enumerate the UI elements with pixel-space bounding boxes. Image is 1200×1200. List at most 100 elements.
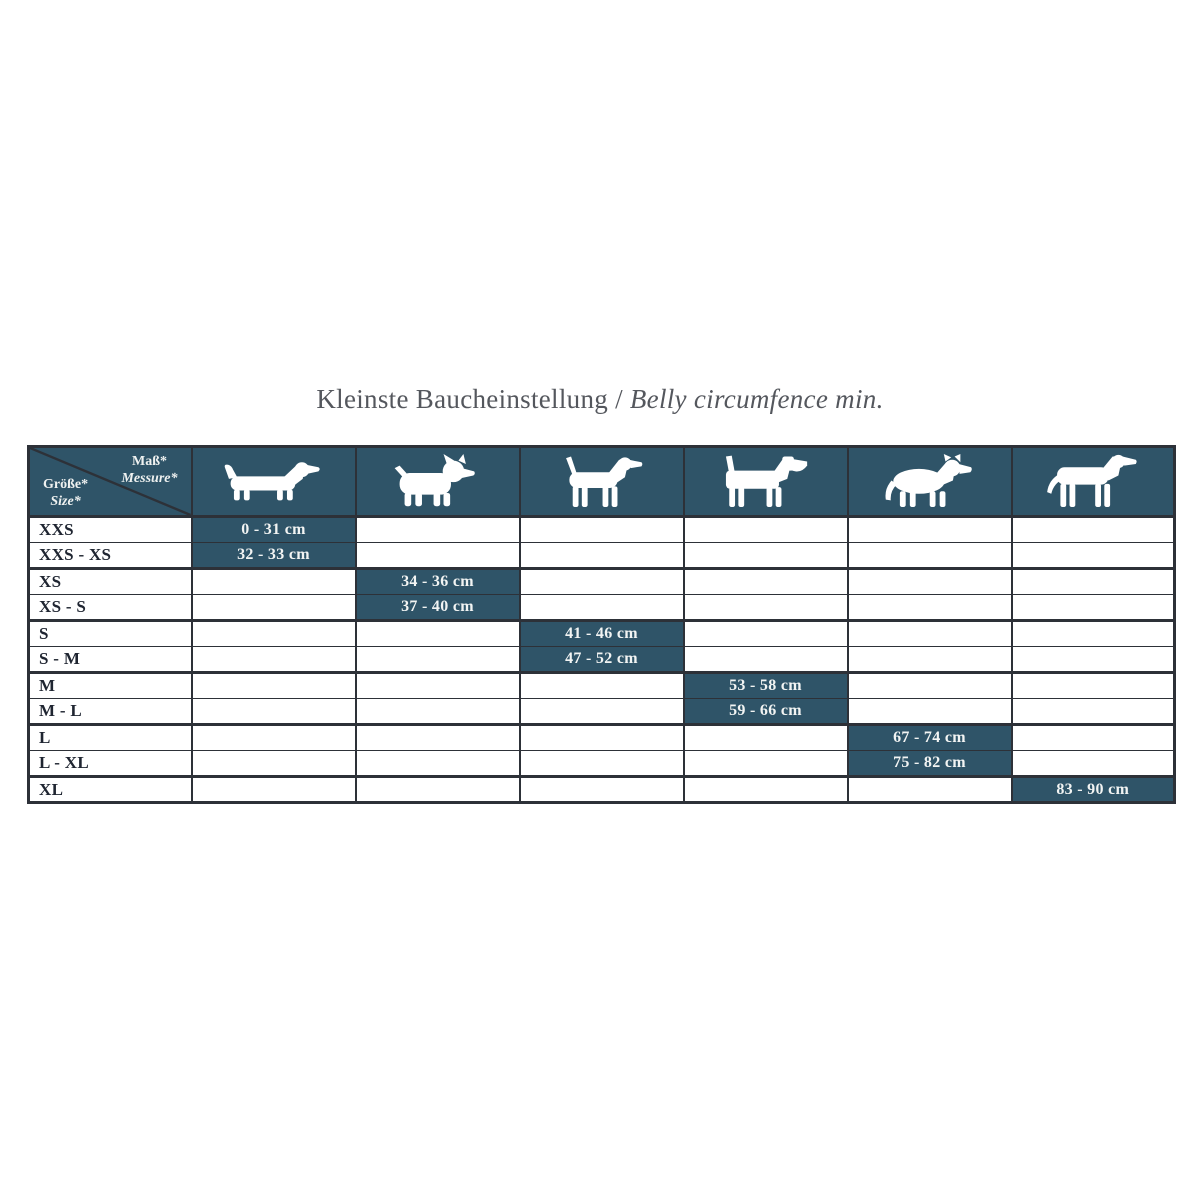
empty-cell bbox=[1010, 516, 1176, 543]
measure-cell: 32 - 33 cm bbox=[190, 542, 357, 570]
chart-title-english: Belly circumfence min. bbox=[629, 384, 884, 414]
empty-cell bbox=[518, 672, 685, 699]
size-label: S bbox=[27, 620, 193, 647]
empty-cell bbox=[518, 776, 685, 803]
empty-cell bbox=[518, 724, 685, 751]
empty-cell bbox=[1010, 672, 1176, 699]
measure-cell: 37 - 40 cm bbox=[354, 594, 521, 622]
column-header-dachshund bbox=[190, 446, 357, 518]
chart-title-separator: / bbox=[615, 384, 623, 414]
empty-cell bbox=[190, 698, 357, 726]
measure-cell: 59 - 66 cm bbox=[682, 698, 849, 726]
table-row-s-m: S - M 47 - 52 cm bbox=[27, 646, 1176, 674]
corner-diagonal-line bbox=[30, 448, 190, 514]
empty-cell bbox=[190, 568, 357, 595]
empty-cell bbox=[190, 672, 357, 699]
empty-cell bbox=[354, 776, 521, 803]
empty-cell bbox=[518, 516, 685, 543]
empty-cell bbox=[846, 698, 1013, 726]
size-label: XXS - XS bbox=[27, 542, 193, 570]
measure-cell: 34 - 36 cm bbox=[354, 568, 521, 595]
empty-cell bbox=[518, 698, 685, 726]
great-dane-icon bbox=[1047, 454, 1137, 507]
empty-cell bbox=[682, 542, 849, 570]
empty-cell bbox=[518, 568, 685, 595]
measure-cell: 53 - 58 cm bbox=[682, 672, 849, 699]
size-header-label: Größe* Size* bbox=[43, 477, 89, 509]
size-label: XS - S bbox=[27, 594, 193, 622]
empty-cell bbox=[190, 724, 357, 751]
size-label: L - XL bbox=[27, 750, 193, 778]
chart-title: Kleinste Baucheinstellung / Belly circumfe… bbox=[0, 384, 1200, 415]
chart-title-german: Kleinste Baucheinstellung bbox=[316, 384, 609, 414]
empty-cell bbox=[682, 750, 849, 778]
column-header-great-dane bbox=[1010, 446, 1176, 518]
measure-cell: 83 - 90 cm bbox=[1010, 776, 1176, 803]
size-label: S - M bbox=[27, 646, 193, 674]
husky-icon bbox=[885, 453, 972, 507]
corner-header-cell: Maß* Messure* Größe* Size* bbox=[27, 446, 193, 518]
empty-cell bbox=[190, 646, 357, 674]
table-row-xxs-xs: XXS - XS 32 - 33 cm bbox=[27, 542, 1176, 570]
empty-cell bbox=[682, 594, 849, 622]
empty-cell bbox=[518, 594, 685, 622]
empty-cell bbox=[518, 750, 685, 778]
empty-cell bbox=[846, 620, 1013, 647]
table-row-l: L 67 - 74 cm bbox=[27, 724, 1176, 751]
empty-cell bbox=[354, 672, 521, 699]
empty-cell bbox=[354, 750, 521, 778]
table-row-xs-s: XS - S 37 - 40 cm bbox=[27, 594, 1176, 622]
empty-cell bbox=[682, 568, 849, 595]
size-label: M bbox=[27, 672, 193, 699]
empty-cell bbox=[1010, 750, 1176, 778]
table-header-row: Maß* Messure* Größe* Size* bbox=[27, 446, 1176, 518]
empty-cell bbox=[354, 646, 521, 674]
empty-cell bbox=[1010, 594, 1176, 622]
measure-cell: 67 - 74 cm bbox=[846, 724, 1013, 751]
table-row-m-l: M - L 59 - 66 cm bbox=[27, 698, 1176, 726]
size-label: L bbox=[27, 724, 193, 751]
size-label: M - L bbox=[27, 698, 193, 726]
table-row-xl: XL 83 - 90 cm bbox=[27, 776, 1176, 803]
empty-cell bbox=[846, 646, 1013, 674]
column-header-hound bbox=[518, 446, 685, 518]
terrier-icon bbox=[394, 453, 475, 506]
empty-cell bbox=[354, 620, 521, 647]
empty-cell bbox=[682, 620, 849, 647]
empty-cell bbox=[682, 724, 849, 751]
empty-cell bbox=[682, 516, 849, 543]
empty-cell bbox=[354, 724, 521, 751]
size-chart-table: Maß* Messure* Größe* Size* bbox=[27, 445, 1176, 804]
empty-cell bbox=[190, 620, 357, 647]
measure-cell: 0 - 31 cm bbox=[190, 516, 357, 543]
empty-cell bbox=[354, 516, 521, 543]
empty-cell bbox=[518, 542, 685, 570]
measure-cell: 47 - 52 cm bbox=[518, 646, 685, 674]
column-header-airedale bbox=[682, 446, 849, 518]
empty-cell bbox=[846, 568, 1013, 595]
empty-cell bbox=[682, 646, 849, 674]
dachshund-icon bbox=[224, 461, 320, 500]
empty-cell bbox=[846, 672, 1013, 699]
empty-cell bbox=[1010, 698, 1176, 726]
table-row-l-xl: L - XL 75 - 82 cm bbox=[27, 750, 1176, 778]
table-row-xs: XS 34 - 36 cm bbox=[27, 568, 1176, 595]
table-row-xxs: XXS 0 - 31 cm bbox=[27, 516, 1176, 543]
empty-cell bbox=[190, 594, 357, 622]
table-row-m: M 53 - 58 cm bbox=[27, 672, 1176, 699]
empty-cell bbox=[1010, 542, 1176, 570]
empty-cell bbox=[190, 776, 357, 803]
measure-cell: 75 - 82 cm bbox=[846, 750, 1013, 778]
empty-cell bbox=[354, 698, 521, 726]
size-label: XL bbox=[27, 776, 193, 803]
empty-cell bbox=[846, 516, 1013, 543]
hound-icon bbox=[565, 455, 643, 507]
measure-cell: 41 - 46 cm bbox=[518, 620, 685, 647]
empty-cell bbox=[354, 542, 521, 570]
column-header-terrier bbox=[354, 446, 521, 518]
empty-cell bbox=[1010, 620, 1176, 647]
empty-cell bbox=[1010, 724, 1176, 751]
column-header-husky bbox=[846, 446, 1013, 518]
empty-cell bbox=[846, 776, 1013, 803]
